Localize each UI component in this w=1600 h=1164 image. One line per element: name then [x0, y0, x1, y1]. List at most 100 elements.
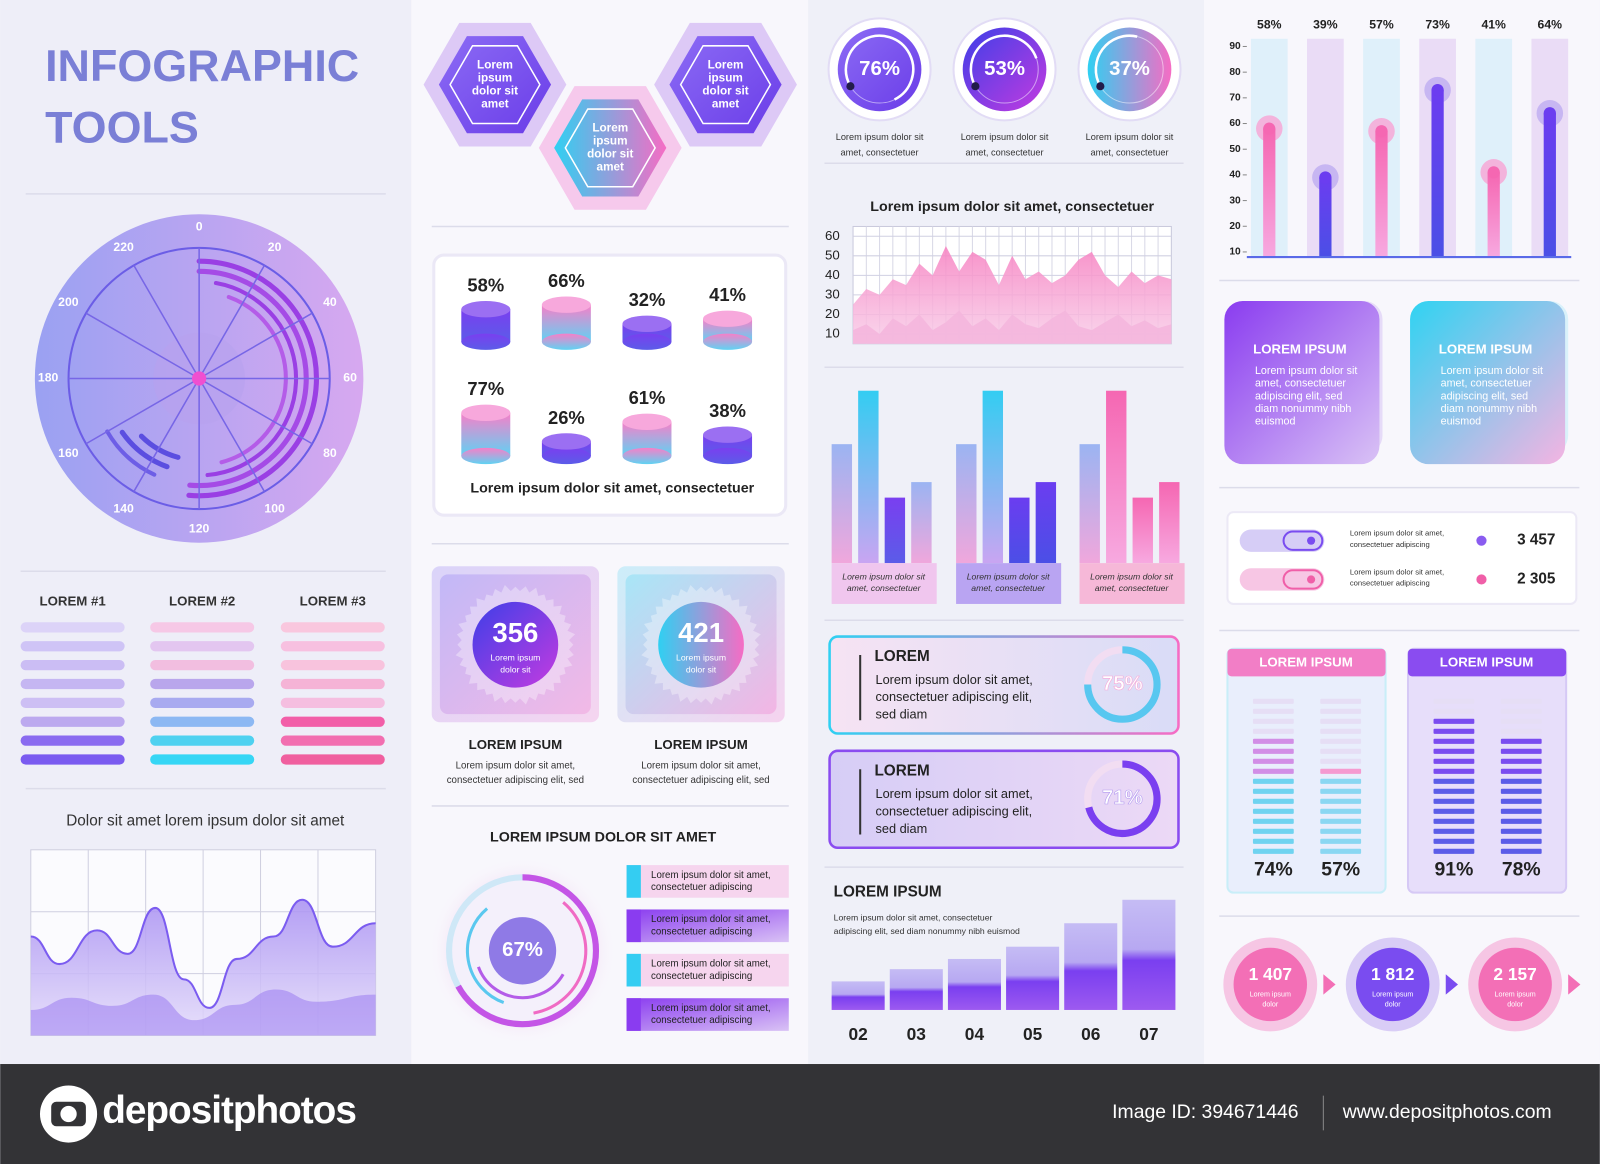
- bar-caption-box: [956, 563, 1062, 604]
- cylinder-base: [541, 333, 591, 350]
- info-text: diam nonummy nibh: [1255, 403, 1351, 415]
- badge-title: LOREM IPSUM: [469, 737, 562, 752]
- bar: [884, 497, 906, 564]
- growth-bar: [947, 958, 1001, 1010]
- progress-text: consectetuer adipiscing elit,: [875, 803, 1032, 818]
- meter-stripe: [1433, 728, 1475, 734]
- ring-value: 76%: [859, 58, 900, 80]
- cylinder-label: 61%: [629, 387, 666, 408]
- circle-value: 2 157: [1493, 964, 1536, 984]
- bar-caption: Lorem ipsum dolor sit: [842, 572, 925, 582]
- cylinder: [622, 315, 672, 350]
- badge-value: 421: [678, 617, 724, 648]
- bar-label: 64%: [1538, 18, 1563, 32]
- legend-text: consectetuer adipiscing: [651, 971, 752, 982]
- cylinder: [703, 310, 753, 350]
- stripe: [150, 660, 255, 671]
- y-tick-label: 20: [825, 306, 840, 321]
- logo-lens: [60, 1105, 77, 1123]
- meter-value: 78%: [1502, 858, 1541, 880]
- meter-stripe: [1252, 798, 1294, 804]
- column-header: LOREM #3: [300, 593, 366, 608]
- ring-arc: [969, 34, 1038, 87]
- bar: [858, 390, 879, 564]
- meter-stripe: [1252, 838, 1294, 844]
- progress-text: sed diam: [875, 821, 927, 836]
- y-tick-label: 10: [1229, 247, 1241, 258]
- meter-stripe: [1500, 728, 1542, 734]
- badge-value: 356: [492, 617, 538, 648]
- dial-spoke: [198, 377, 313, 445]
- bar: [1424, 76, 1451, 258]
- y-tick-label: 90: [1229, 41, 1241, 52]
- cylinder-top: [461, 404, 511, 421]
- meter-stripe: [1252, 728, 1294, 734]
- ring-caption: Lorem ipsum dolor sit: [1086, 132, 1174, 142]
- toggle-text: consectetuer adipiscing: [1350, 540, 1430, 549]
- meter-value: 74%: [1254, 858, 1293, 880]
- ring-disc: [837, 27, 922, 112]
- dial-tick-label: 220: [113, 240, 134, 254]
- dial-tick-label: 100: [264, 501, 285, 515]
- donut-title: LOREM IPSUM DOLOR SIT AMET: [490, 829, 716, 845]
- meter-stripe: [1433, 798, 1475, 804]
- meter-stripe: [1320, 798, 1362, 804]
- badge-text: consectetuer adipiscing elit, sed: [447, 775, 584, 786]
- bar: [956, 444, 977, 564]
- bar: [1009, 497, 1030, 564]
- meter-stripe: [1433, 698, 1475, 704]
- info-card: [1410, 300, 1566, 465]
- progress-value: 71%: [1102, 787, 1143, 809]
- donut-deco: [465, 907, 505, 1004]
- meter-stripe: [1320, 828, 1362, 834]
- y-tick-label: 80: [1229, 67, 1241, 78]
- meter-stripe: [1433, 768, 1475, 774]
- meter-stripe: [1500, 848, 1542, 854]
- stripe: [150, 716, 255, 727]
- meter-stripe: [1500, 828, 1542, 834]
- cylinder: [622, 413, 672, 465]
- area: [853, 310, 1172, 344]
- meter-stripe: [1320, 848, 1362, 854]
- meter-stripe: [1433, 848, 1475, 854]
- progress-text: sed diam: [875, 707, 927, 722]
- ring-value: 37%: [1109, 58, 1150, 80]
- circle-inner: [1478, 947, 1552, 1022]
- area-title: Lorem ipsum dolor sit amet, consectetuer: [870, 199, 1154, 215]
- toggle: [1239, 529, 1325, 552]
- bar: [1536, 99, 1564, 258]
- cylinder-top: [622, 413, 672, 430]
- badge-sub: Lorem ipsum: [676, 652, 726, 662]
- circle-inner: [1233, 947, 1308, 1022]
- circle-inner: [1355, 947, 1430, 1022]
- growth-bar: [831, 981, 885, 1010]
- stripe: [150, 678, 255, 690]
- meter-card: [1226, 647, 1387, 894]
- donut-core: [488, 917, 557, 985]
- badge-sub: Lorem ipsum: [490, 652, 540, 662]
- stripe: [280, 678, 385, 690]
- ring-dot: [846, 82, 855, 91]
- ring-disc: [962, 27, 1047, 112]
- meter-stripe: [1320, 698, 1362, 704]
- badge-title: LOREM IPSUM: [654, 737, 747, 752]
- toggle: [1239, 568, 1325, 591]
- dial-tick-label: 0: [196, 220, 203, 234]
- meter-stripe: [1500, 708, 1542, 714]
- stripe: [280, 697, 385, 708]
- cylinder-label: 32%: [629, 289, 666, 310]
- hexagon-line: [449, 45, 541, 125]
- meter: [1252, 698, 1294, 854]
- bar-label: 39%: [1313, 18, 1338, 32]
- ring-disc: [1087, 27, 1172, 112]
- arrow: [1568, 974, 1581, 995]
- stripe: [280, 716, 385, 727]
- badge-sub: dolor sit: [500, 665, 531, 675]
- hexagon-text: ipsum: [593, 135, 628, 148]
- meter-stripe: [1320, 738, 1362, 744]
- meter-stripe: [1433, 778, 1475, 784]
- cylinder-label: 77%: [467, 378, 504, 399]
- ring-arc: [844, 34, 915, 101]
- growth-label: 07: [1139, 1024, 1158, 1044]
- bar-fill: [1543, 113, 1556, 258]
